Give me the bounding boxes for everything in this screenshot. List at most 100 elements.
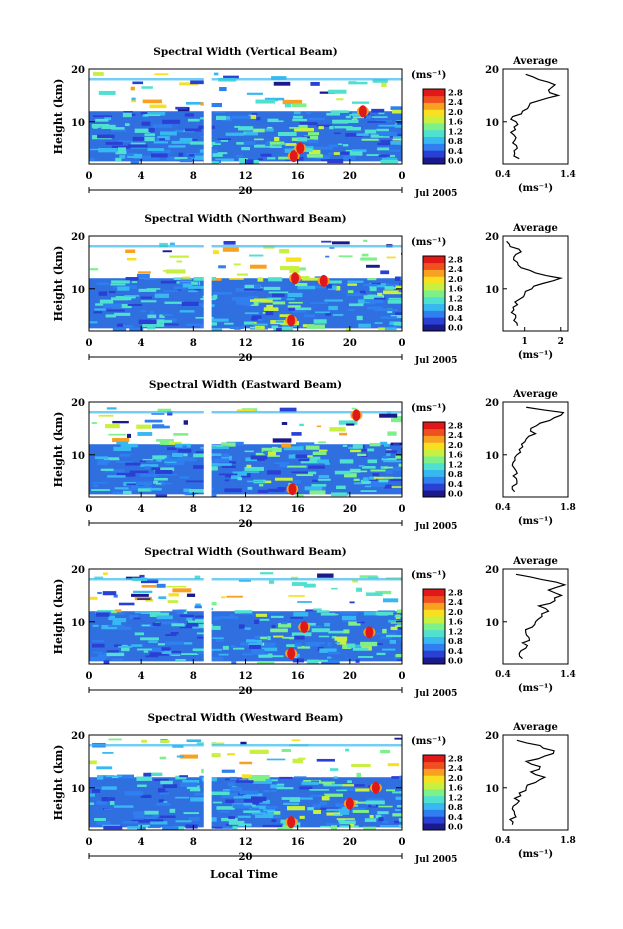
heatmap-cell — [316, 758, 335, 762]
heatmap-cell — [338, 143, 343, 146]
heatmap-cell — [156, 439, 174, 442]
heatmap-cell — [308, 117, 326, 121]
colorbar-segment — [423, 95, 445, 103]
heatmap-cell — [94, 576, 104, 579]
heatmap-cell — [105, 141, 123, 145]
heatmap-cell — [352, 579, 358, 583]
colorbar-tick-label: 2.0 — [448, 108, 463, 118]
heatmap-cell — [101, 124, 116, 129]
colorbar-tick-label: 2.8 — [448, 88, 463, 98]
heatmap-cell — [378, 131, 398, 136]
heatmap-cell — [215, 826, 235, 829]
heatmap-cell — [117, 147, 126, 152]
heatmap-cell — [225, 474, 234, 478]
heatmap-cell — [139, 460, 151, 463]
colorbar-segment — [423, 442, 445, 450]
heatmap-cell — [193, 453, 207, 458]
heatmap-cell — [223, 789, 236, 791]
colorbar-segment — [423, 462, 445, 471]
heatmap-cell — [179, 754, 198, 759]
heatmap-cell — [294, 127, 314, 132]
heatmap-band — [89, 244, 402, 248]
heatmap-cell — [185, 480, 206, 483]
y-tick-label: 20 — [71, 232, 85, 243]
heatmap-cell — [323, 793, 343, 797]
heatmap-cell — [265, 128, 274, 132]
heatmap-cell — [235, 780, 254, 783]
heatmap-cell — [150, 821, 168, 825]
heatmap-cell — [270, 145, 282, 149]
heatmap-cell — [384, 327, 397, 331]
heatmap-cell — [116, 472, 136, 477]
heatmap-cell — [172, 452, 183, 458]
colorbar-unit: (ms⁻¹) — [411, 403, 446, 414]
heatmap-cell — [152, 814, 160, 818]
heatmap-cell — [133, 811, 145, 816]
heatmap-band — [89, 743, 402, 747]
heatmap-cell — [292, 310, 307, 313]
heatmap-cell — [264, 97, 285, 101]
heatmap-cell — [390, 106, 402, 110]
heatmap-cell — [185, 101, 203, 105]
heatmap-cell — [345, 748, 350, 752]
heatmap-cell — [352, 647, 369, 651]
heatmap-cell — [190, 797, 205, 802]
heatmap-cell — [348, 81, 368, 85]
heatmap-cell — [163, 290, 178, 292]
colorbar-tick-label: 2.0 — [448, 441, 463, 451]
hot-spot — [352, 409, 361, 422]
x-tick-label: 20 — [343, 171, 357, 182]
heatmap-cell — [291, 103, 307, 108]
heatmap-cell — [400, 276, 402, 281]
x-tick-label: 0 — [86, 171, 93, 182]
heatmap-cell — [175, 796, 189, 799]
heatmap-cell — [249, 254, 264, 257]
heatmap-cell — [353, 482, 362, 485]
heatmap-cell — [383, 476, 402, 479]
heatmap-cell — [293, 612, 309, 617]
x-tick-label: 12 — [239, 671, 253, 682]
heatmap-cell — [129, 614, 139, 620]
heatmap-cell — [194, 575, 201, 579]
x-tick-label: 12 — [239, 338, 253, 349]
colorbar-tick-label: 2.8 — [448, 255, 463, 265]
heatmap-cell — [334, 126, 353, 129]
heatmap-cell — [147, 112, 166, 116]
heatmap-cell — [270, 628, 288, 633]
heatmap-cell — [325, 255, 330, 258]
heatmap-cell — [92, 788, 101, 793]
heatmap-cell — [215, 158, 235, 162]
heatmap-cell — [175, 658, 186, 661]
heatmap-cell — [224, 479, 230, 482]
heatmap-cell — [369, 476, 377, 480]
heatmap-cell — [167, 447, 177, 451]
heatmap-cell — [169, 808, 176, 813]
x-tick-label: 4 — [138, 671, 145, 682]
colorbar-tick-label: 0.0 — [448, 324, 463, 334]
heatmap-cell — [341, 806, 350, 812]
heatmap-cell — [360, 290, 366, 294]
heatmap-cell — [144, 133, 156, 136]
heatmap-cell — [309, 789, 330, 791]
heatmap-cell — [333, 132, 341, 135]
heatmap-cell — [110, 283, 126, 286]
heatmap-cell — [327, 642, 332, 647]
heatmap-cell — [221, 442, 236, 447]
heatmap-cell — [265, 805, 278, 809]
heatmap-cell — [161, 647, 171, 651]
heatmap-cell — [265, 311, 274, 316]
heatmap-cell — [236, 297, 244, 300]
heatmap-cell — [328, 152, 335, 155]
heatmap-cell — [371, 282, 381, 285]
heatmap-cell — [364, 485, 372, 488]
heatmap-cell — [375, 590, 392, 595]
heatmap-cell — [305, 445, 320, 450]
heatmap-cell — [393, 322, 402, 326]
heatmap-cell — [137, 487, 152, 492]
heatmap-cell — [126, 433, 132, 438]
heatmap-cell — [284, 148, 296, 153]
heatmap-cell — [251, 317, 258, 321]
heatmap-cell — [272, 120, 284, 123]
heatmap-cell — [275, 320, 284, 323]
heatmap-cell — [211, 444, 228, 447]
